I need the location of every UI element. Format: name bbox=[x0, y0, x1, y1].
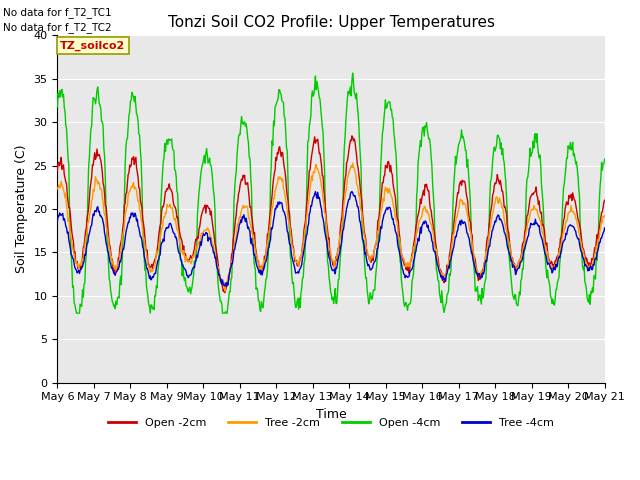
Y-axis label: Soil Temperature (C): Soil Temperature (C) bbox=[15, 145, 28, 273]
Text: No data for f_T2_TC1: No data for f_T2_TC1 bbox=[3, 7, 112, 18]
Title: Tonzi Soil CO2 Profile: Upper Temperatures: Tonzi Soil CO2 Profile: Upper Temperatur… bbox=[168, 15, 495, 30]
X-axis label: Time: Time bbox=[316, 408, 346, 421]
Text: TZ_soilco2: TZ_soilco2 bbox=[60, 40, 125, 51]
Text: No data for f_T2_TC2: No data for f_T2_TC2 bbox=[3, 22, 112, 33]
Legend: Open -2cm, Tree -2cm, Open -4cm, Tree -4cm: Open -2cm, Tree -2cm, Open -4cm, Tree -4… bbox=[104, 414, 558, 432]
